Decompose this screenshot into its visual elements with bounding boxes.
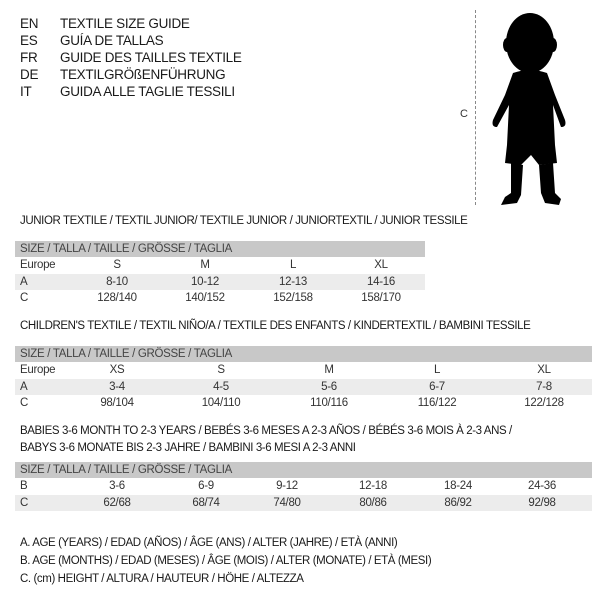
table-row: Europe XS S M L XL	[20, 364, 551, 376]
table-header: SIZE / TALLA / TAILLE / GRÖSSE / TAGLIA	[15, 462, 592, 478]
babies-size-table: SIZE / TALLA / TAILLE / GRÖSSE / TAGLIA …	[15, 462, 592, 511]
table-row: Europe S M L XL	[20, 259, 388, 271]
babies-title-line1: BABIES 3-6 MONTH TO 2-3 YEARS / BEBÉS 3-…	[20, 425, 512, 437]
legend-b: B. AGE (MONTHS) / EDAD (MESES) / ÂGE (MO…	[20, 555, 432, 567]
table-row: C 98/104 104/110 110/116 116/122 122/128	[20, 397, 564, 409]
table-row: C 62/68 68/74 74/80 80/86 86/92 92/98	[15, 494, 592, 511]
table-row: C 128/140 140/152 152/158 158/170	[20, 292, 401, 304]
table-header: SIZE / TALLA / TAILLE / GRÖSSE / TAGLIA	[15, 346, 592, 362]
children-size-table: SIZE / TALLA / TAILLE / GRÖSSE / TAGLIA …	[15, 346, 592, 412]
junior-title: JUNIOR TEXTILE / TEXTIL JUNIOR/ TEXTILE …	[20, 215, 468, 227]
child-silhouette-icon	[492, 13, 566, 205]
table-row: A 3-4 4-5 5-6 6-7 7-8	[15, 378, 592, 395]
children-title: CHILDREN'S TEXTILE / TEXTIL NIÑO/A / TEX…	[20, 320, 531, 332]
junior-size-table: SIZE / TALLA / TAILLE / GRÖSSE / TAGLIA …	[15, 241, 425, 307]
table-row: A 8-10 10-12 12-13 14-16	[15, 273, 425, 290]
table-row: B 3-6 6-9 9-12 12-18 18-24 24-36	[20, 480, 556, 492]
legend-c: C. (cm) HEIGHT / ALTURA / HAUTEUR / HÖHE…	[20, 573, 304, 585]
child-silhouette-figure: C	[455, 5, 585, 215]
legend-a: A. AGE (YEARS) / EDAD (AÑOS) / ÂGE (ANS)…	[20, 537, 398, 549]
height-measure-label: C	[460, 108, 468, 120]
babies-title-line2: BABYS 3-6 MONATE BIS 2-3 JAHRE / BAMBINI…	[20, 442, 356, 454]
table-header: SIZE / TALLA / TAILLE / GRÖSSE / TAGLIA	[15, 241, 425, 257]
height-measure-line	[475, 10, 476, 205]
